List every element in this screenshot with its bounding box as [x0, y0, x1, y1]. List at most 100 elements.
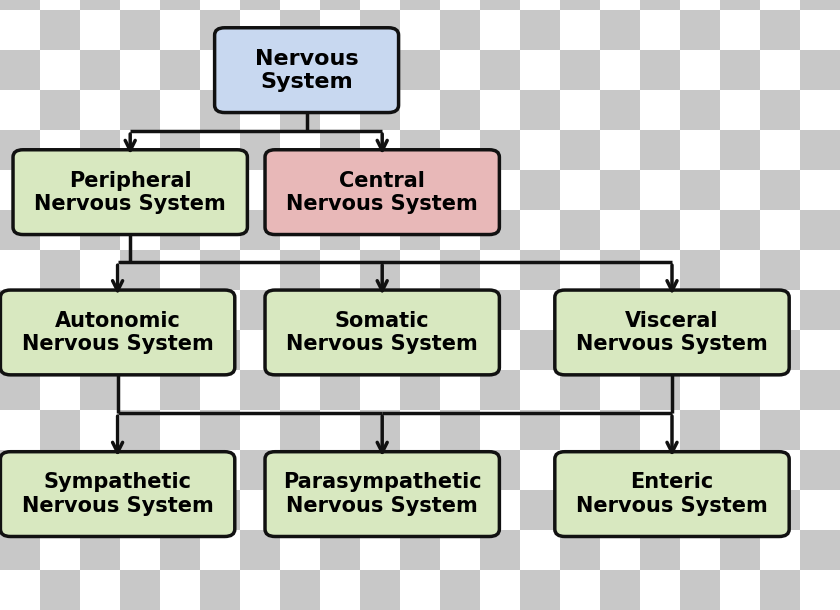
Bar [360, 330, 400, 370]
Bar [120, 490, 160, 530]
Bar [280, 530, 320, 570]
Bar [240, 0, 280, 10]
Bar [80, 130, 120, 170]
Bar [720, 130, 760, 170]
Bar [680, 330, 720, 370]
Bar [360, 10, 400, 50]
Bar [120, 290, 160, 330]
Bar [320, 210, 360, 250]
Bar [760, 10, 800, 50]
Bar [520, 370, 560, 410]
Bar [720, 250, 760, 290]
Bar [680, 570, 720, 610]
Bar [0, 290, 40, 330]
Bar [800, 530, 840, 570]
Bar [0, 530, 40, 570]
Bar [760, 210, 800, 250]
FancyBboxPatch shape [13, 149, 248, 234]
Bar [520, 0, 560, 10]
Bar [200, 370, 240, 410]
Bar [800, 490, 840, 530]
Bar [760, 330, 800, 370]
Bar [160, 10, 200, 50]
Bar [360, 450, 400, 490]
Bar [520, 410, 560, 450]
Bar [400, 570, 440, 610]
Bar [160, 450, 200, 490]
Bar [200, 530, 240, 570]
Bar [640, 50, 680, 90]
Bar [280, 570, 320, 610]
Bar [400, 330, 440, 370]
Bar [0, 490, 40, 530]
Bar [560, 170, 600, 210]
Bar [640, 170, 680, 210]
Bar [160, 370, 200, 410]
Bar [320, 10, 360, 50]
Bar [560, 530, 600, 570]
Bar [480, 130, 520, 170]
Bar [40, 250, 80, 290]
Bar [240, 250, 280, 290]
Bar [800, 450, 840, 490]
Bar [80, 170, 120, 210]
Bar [560, 370, 600, 410]
Bar [720, 50, 760, 90]
Bar [480, 250, 520, 290]
Text: Parasympathetic
Nervous System: Parasympathetic Nervous System [283, 473, 481, 515]
Bar [0, 210, 40, 250]
Bar [0, 10, 40, 50]
Bar [280, 50, 320, 90]
Bar [680, 10, 720, 50]
Bar [80, 570, 120, 610]
Bar [360, 90, 400, 130]
Bar [440, 90, 480, 130]
Bar [0, 410, 40, 450]
Bar [320, 170, 360, 210]
Bar [680, 530, 720, 570]
Bar [240, 290, 280, 330]
Bar [360, 50, 400, 90]
Bar [40, 410, 80, 450]
Bar [120, 10, 160, 50]
Bar [760, 90, 800, 130]
Bar [80, 450, 120, 490]
Bar [480, 210, 520, 250]
Bar [800, 330, 840, 370]
Bar [600, 50, 640, 90]
Bar [480, 170, 520, 210]
Bar [40, 170, 80, 210]
Bar [80, 410, 120, 450]
Bar [160, 50, 200, 90]
Bar [560, 570, 600, 610]
Bar [40, 130, 80, 170]
Bar [760, 170, 800, 210]
Bar [440, 330, 480, 370]
Bar [520, 90, 560, 130]
Bar [360, 170, 400, 210]
FancyBboxPatch shape [265, 451, 499, 537]
Bar [240, 170, 280, 210]
Bar [360, 130, 400, 170]
Text: Peripheral
Nervous System: Peripheral Nervous System [34, 171, 226, 213]
Bar [400, 530, 440, 570]
Bar [40, 450, 80, 490]
Bar [120, 410, 160, 450]
Bar [640, 330, 680, 370]
Bar [160, 250, 200, 290]
Bar [240, 490, 280, 530]
Bar [280, 410, 320, 450]
Bar [640, 570, 680, 610]
Bar [320, 50, 360, 90]
Bar [0, 170, 40, 210]
Bar [440, 450, 480, 490]
Bar [520, 250, 560, 290]
Bar [120, 90, 160, 130]
Bar [80, 10, 120, 50]
Bar [200, 250, 240, 290]
Bar [80, 370, 120, 410]
Bar [80, 330, 120, 370]
Bar [600, 410, 640, 450]
Bar [40, 570, 80, 610]
Bar [200, 0, 240, 10]
